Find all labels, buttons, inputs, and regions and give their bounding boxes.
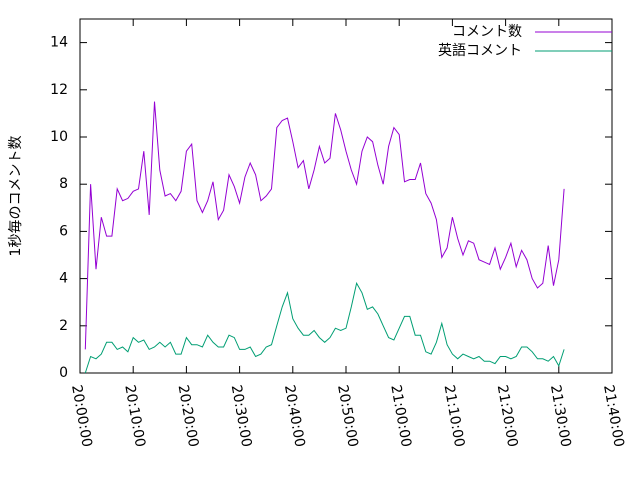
series-line: [84, 281, 565, 374]
series-line: [84, 101, 565, 350]
y-tick-label: 4: [59, 271, 68, 287]
y-tick-label: 12: [50, 82, 68, 98]
plot-frame: [79, 18, 613, 374]
y-tick-label: 0: [59, 365, 68, 381]
legend-label: コメント数: [452, 24, 522, 40]
y-tick-label: 8: [59, 176, 68, 192]
legend-label: 英語コメント: [438, 42, 522, 59]
y-tick-label: 6: [59, 223, 68, 239]
y-axis-label: 1秒毎のコメント数: [8, 136, 24, 257]
y-tick-label: 14: [50, 35, 68, 51]
y-tick-label: 10: [50, 129, 68, 145]
y-tick-label: 2: [59, 318, 68, 334]
